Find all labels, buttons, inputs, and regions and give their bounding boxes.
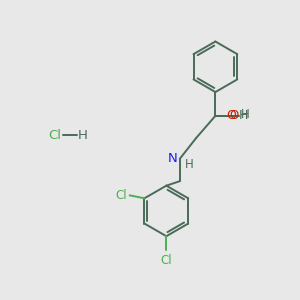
Text: N: N bbox=[168, 152, 177, 165]
Text: H: H bbox=[77, 129, 87, 142]
Text: H: H bbox=[241, 108, 250, 122]
Text: O: O bbox=[229, 109, 238, 122]
Text: Cl: Cl bbox=[115, 189, 127, 202]
Text: H: H bbox=[238, 109, 248, 122]
Text: H: H bbox=[185, 158, 194, 171]
Text: O: O bbox=[226, 109, 236, 122]
Text: Cl: Cl bbox=[160, 254, 172, 267]
Text: Cl: Cl bbox=[48, 129, 62, 142]
